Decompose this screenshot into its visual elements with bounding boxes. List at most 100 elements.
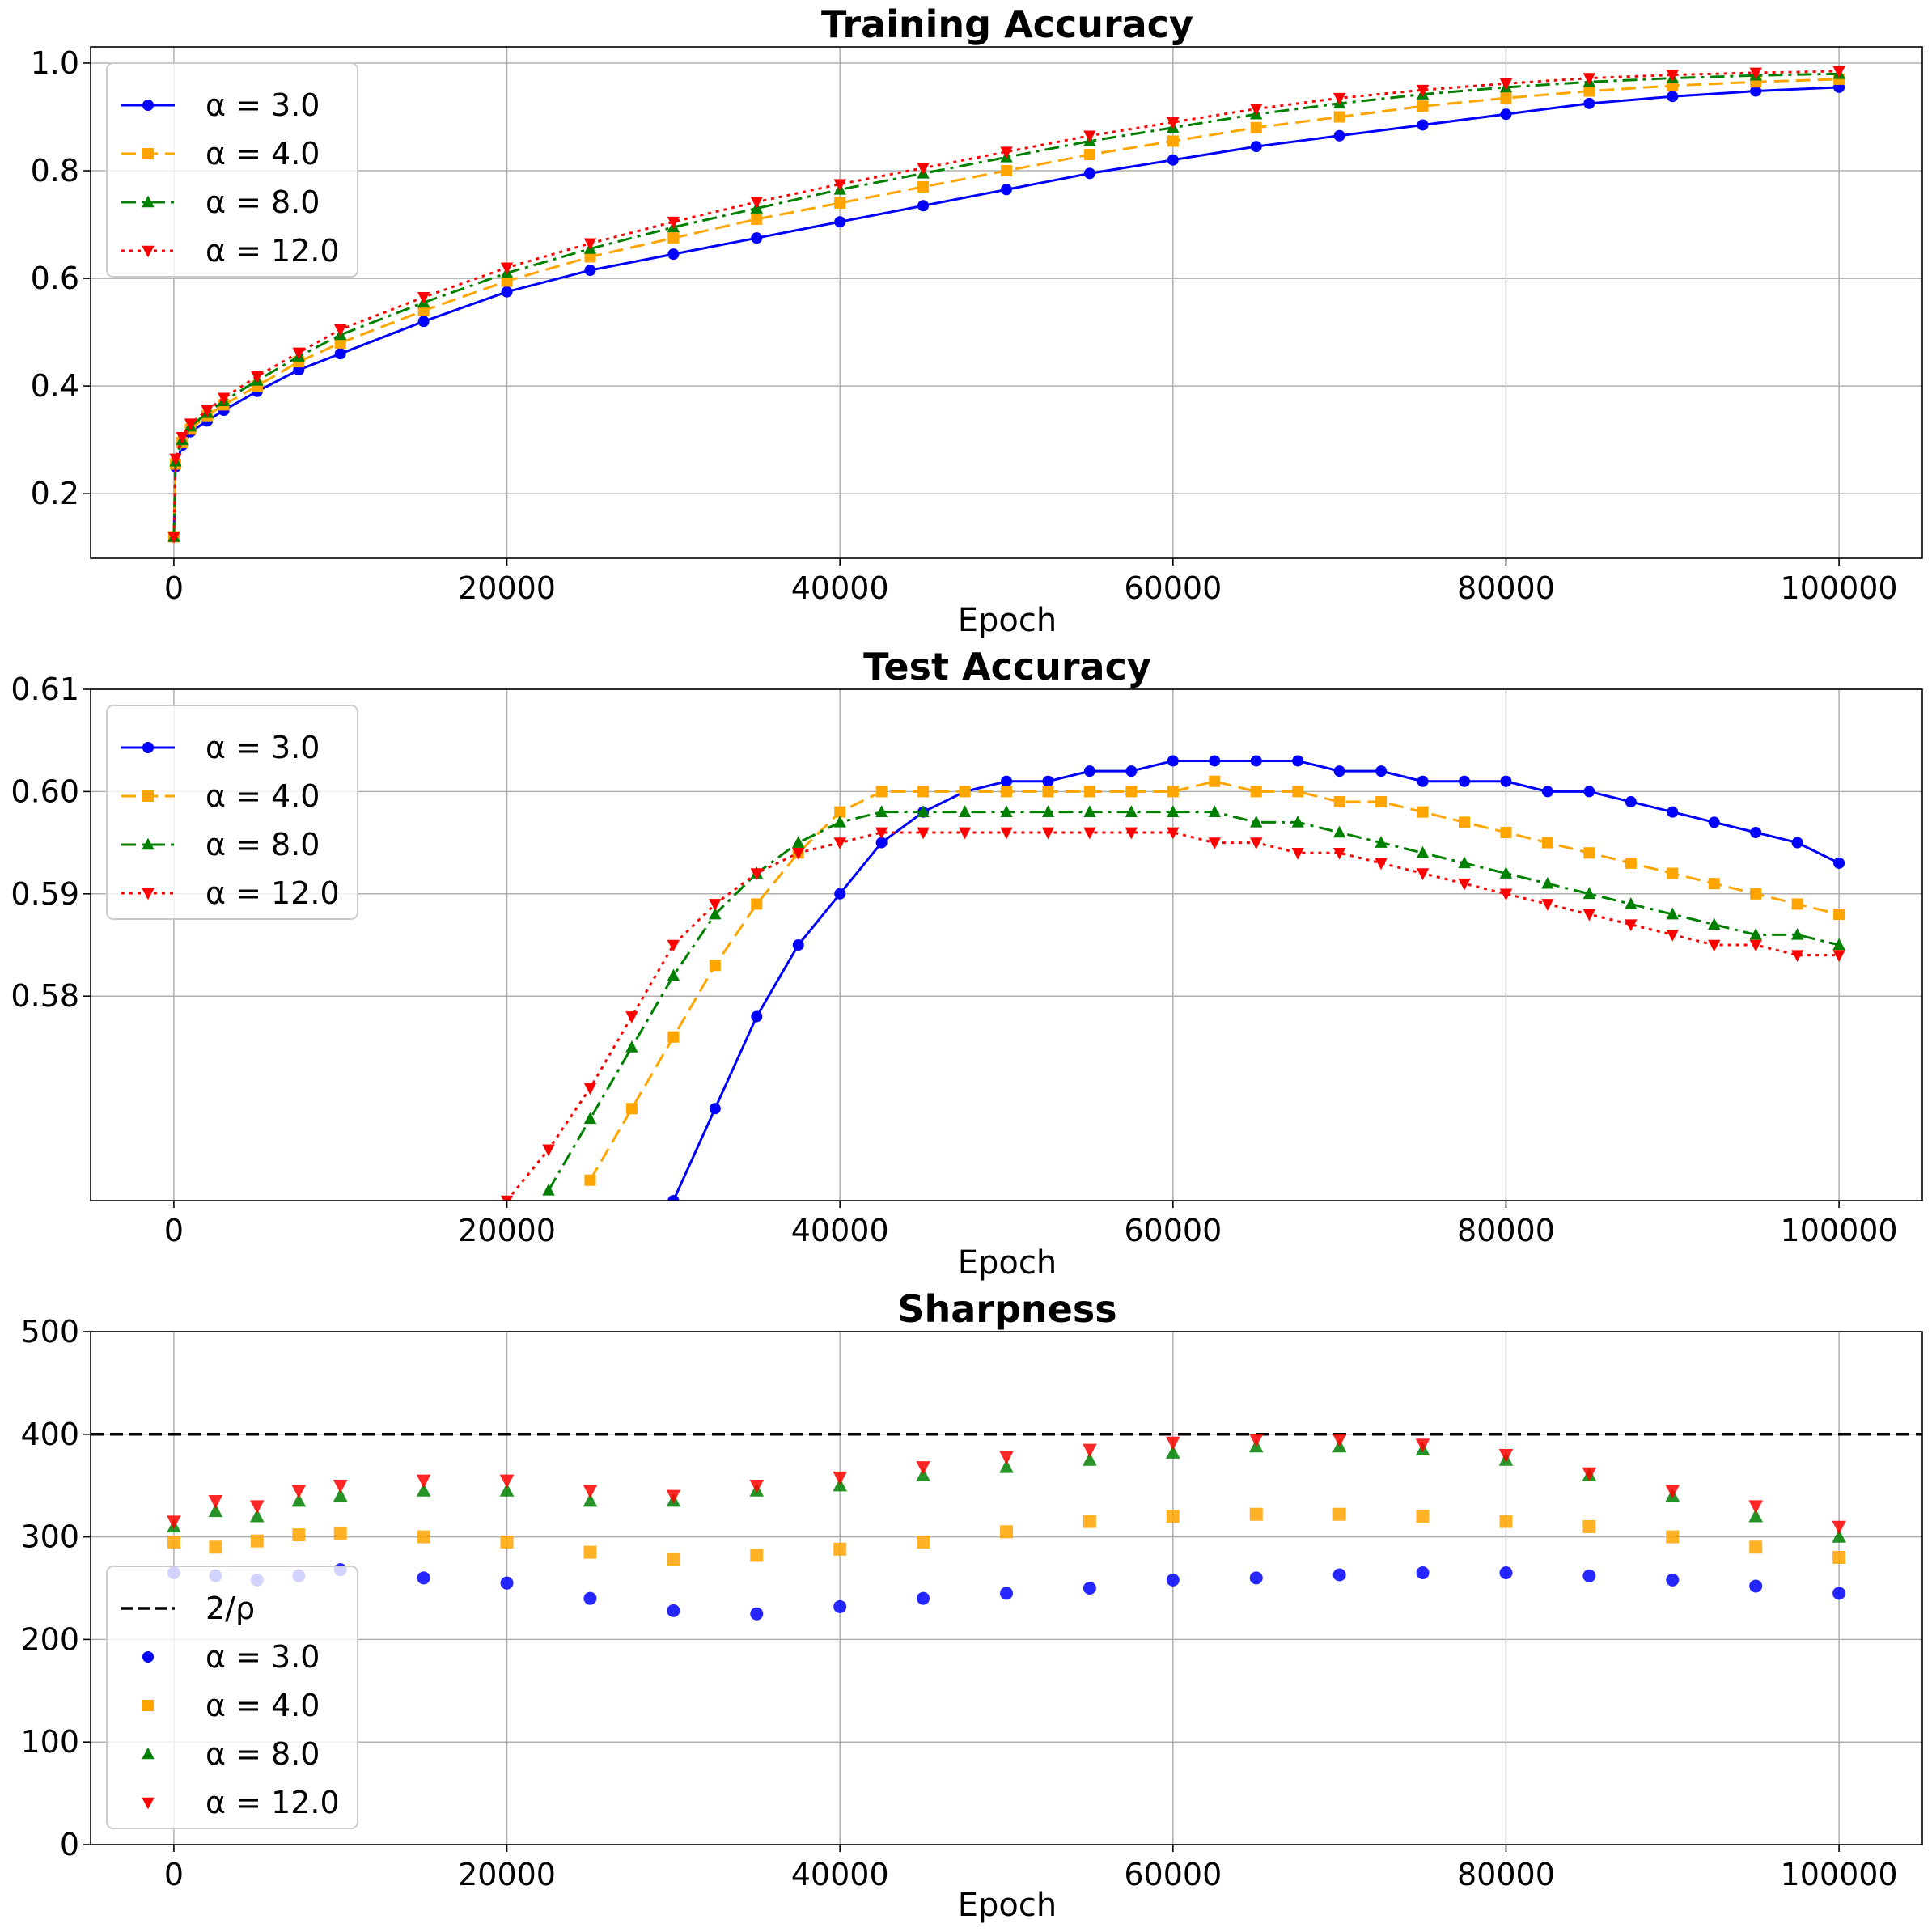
data-point [1001,184,1012,196]
data-point [1083,149,1095,161]
data-point [1708,878,1720,890]
legend-marker [142,742,154,753]
data-point [209,1540,222,1554]
legend-marker [142,100,154,111]
data-point [1666,70,1679,82]
data-point [1498,1448,1514,1463]
data-point [1416,1566,1430,1579]
data-point [1166,1510,1180,1523]
series-line [547,811,1840,1192]
y-tick-label: 0.4 [31,368,79,404]
y-tick-label: 300 [20,1519,79,1555]
data-point [625,1103,638,1115]
data-point [1332,1568,1346,1582]
data-point [1500,108,1512,121]
data-point [1416,845,1430,858]
legend-marker [142,1747,155,1760]
y-tick-label: 0.61 [11,672,79,707]
data-point [750,1607,764,1621]
legend: α = 3.0 α = 4.0 α = 8.0 α = 12.0 [106,705,358,920]
legend-item: α = 3.0 [121,87,320,123]
data-point [1125,765,1138,777]
x-tick-label: 0 [164,1213,184,1248]
data-point [1042,775,1054,787]
x-tick-label: 40000 [791,1857,889,1892]
data-point [1083,167,1095,180]
data-point [749,1480,765,1493]
data-point [917,200,930,212]
data-point [583,238,597,251]
data-point [1790,950,1804,963]
data-point [1249,1571,1263,1585]
axes-frame [90,688,1923,1201]
data-point [626,1226,638,1237]
data-point [958,827,972,840]
legend-marker [142,1651,154,1663]
data-point [1458,856,1471,869]
y-tick-label: 0.2 [31,476,79,511]
data-point [500,1535,514,1549]
data-point [1499,866,1513,879]
data-point [584,1174,596,1186]
data-point [1250,121,1262,133]
x-tick-label: 0 [164,1857,184,1892]
data-point [583,1485,598,1499]
data-point [1833,857,1845,869]
data-point [1582,1569,1596,1582]
data-point [1250,837,1263,849]
data-point [1250,786,1262,798]
plot-area [500,755,1845,1237]
data-point [1417,119,1429,131]
panel-title: Test Accuracy [863,645,1151,688]
data-point [1749,939,1762,952]
data-point [176,432,189,444]
data-point [1667,806,1679,818]
legend-item: α = 3.0 [142,1639,320,1675]
data-point [1333,765,1345,777]
series-line [671,759,1840,1201]
data-point [1332,92,1346,105]
data-point [1417,100,1429,112]
data-point [1667,867,1679,879]
data-point [667,216,680,229]
data-point [709,960,721,972]
data-point [1708,939,1721,952]
data-point [1750,85,1762,97]
data-point [625,1040,638,1053]
legend-box [106,705,358,920]
data-point [1748,1500,1763,1515]
data-point [1249,1507,1263,1521]
data-point [999,1451,1014,1465]
legend-label: α = 12.0 [205,875,340,911]
data-point [1541,899,1554,911]
data-point [1750,888,1762,900]
grid [91,47,1922,558]
data-point [1832,1587,1846,1600]
data-point [1750,826,1762,838]
legend: α = 3.0 α = 4.0 α = 8.0 α = 12.0 [106,62,358,278]
series-triangle-down [167,66,1845,544]
series-line [172,72,1840,537]
data-point [250,1508,265,1523]
data-point [1248,1433,1264,1447]
data-point [1833,909,1845,921]
data-point [208,1495,223,1509]
data-point [875,827,888,840]
data-point [792,836,805,848]
data-point [1083,805,1096,817]
data-point [1332,847,1346,860]
data-point [709,1103,721,1115]
legend-label: α = 3.0 [205,730,320,765]
y-tick-label: 1.0 [31,45,79,81]
data-point [1042,786,1054,798]
data-point [542,1183,555,1196]
data-point [1790,927,1804,940]
legend-item: α = 4.0 [121,136,320,172]
data-point [834,197,846,209]
data-point [1125,786,1138,798]
data-point [1541,876,1554,889]
data-point [667,1031,680,1043]
data-point [1083,765,1095,777]
data-point [1208,837,1221,849]
data-point [1041,827,1055,840]
